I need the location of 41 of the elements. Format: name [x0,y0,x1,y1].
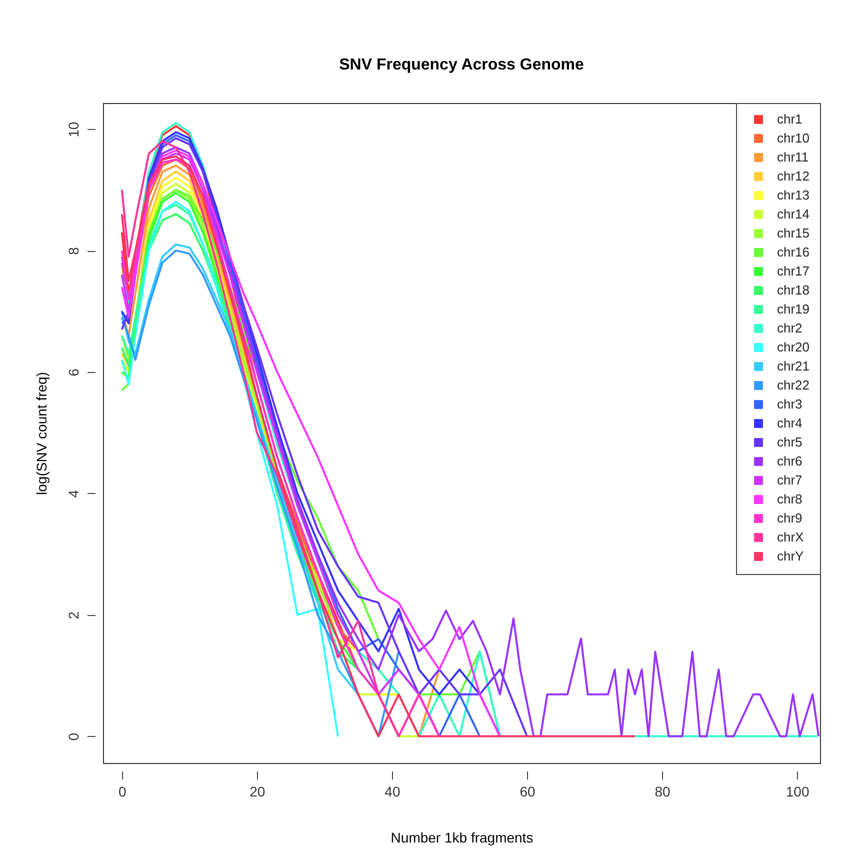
y-tick-label: 2 [66,611,82,620]
legend-label: chr19 [777,302,810,316]
line-series [120,200,339,738]
legend-label: chr11 [777,150,809,164]
x-tick-label: 20 [250,784,266,800]
x-tick-label: 0 [118,784,127,800]
line-series [120,155,636,738]
chart-title: SNV Frequency Across Genome [339,56,584,74]
x-tick-label: 60 [520,784,536,800]
legend-label: chr2 [777,320,802,336]
legend-label: chr20 [777,340,810,354]
legend-label: chr7 [777,472,802,488]
legend-label: chr15 [777,226,810,240]
legend-label: chr13 [777,188,810,202]
y-tick-label: 10 [66,122,82,138]
legend-label: chr18 [777,282,810,298]
x-tick-label: 100 [786,784,810,800]
y-tick-label: 6 [66,368,82,376]
legend-label: chr8 [777,492,802,506]
y-tick-label: 4 [66,490,82,498]
y-tick-label: 0 [66,732,82,741]
legend-label: chr17 [777,264,810,278]
legend-label: chr3 [777,396,802,412]
legend-label: chr21 [777,358,810,374]
legend-label: chr6 [777,454,802,468]
y-tick-label: 8 [66,246,82,255]
legend-label: chrY [777,548,804,564]
legend-label: chr1 [777,112,802,126]
legend-label: chr22 [777,378,810,392]
x-tick-label: 40 [384,784,400,800]
x-axis-title: Number 1kb fragments [390,830,534,846]
legend-label: chr12 [777,168,810,184]
legend-label: chr9 [777,510,802,526]
legend-label: chrX [777,530,804,544]
legend-label: chr16 [777,244,810,260]
legend-label: chr14 [777,206,810,222]
y-axis-title: log(SNV count freq) [34,372,50,495]
legend-label: chr4 [777,416,802,430]
legend-label: chr10 [777,130,810,146]
legend-label: chr5 [777,434,802,450]
x-tick-label: 80 [654,784,671,800]
